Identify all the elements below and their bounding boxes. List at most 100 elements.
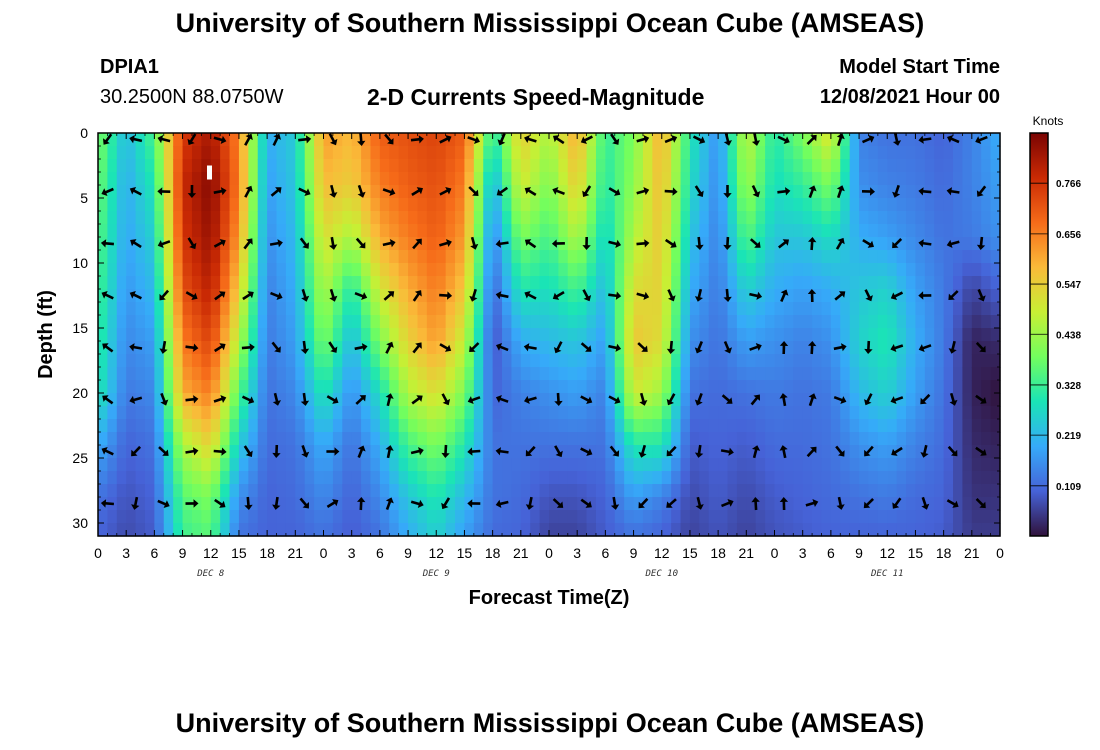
heatmap-cell — [464, 289, 475, 303]
heatmap-cell — [323, 432, 334, 446]
heatmap-cell — [727, 510, 738, 524]
heatmap-cell — [624, 211, 635, 225]
heatmap-cell — [821, 263, 832, 277]
heatmap-cell — [680, 289, 691, 303]
heatmap-cell — [736, 432, 747, 446]
heatmap-cell — [953, 354, 964, 368]
heatmap-cell — [962, 159, 973, 173]
current-arrow — [553, 135, 565, 145]
heatmap-cell — [201, 302, 212, 316]
heatmap-cell — [680, 432, 691, 446]
heatmap-cell — [633, 263, 644, 277]
heatmap-cell — [859, 380, 870, 394]
current-arrow — [749, 238, 761, 248]
heatmap-cell — [736, 354, 747, 368]
heatmap-cell — [332, 380, 343, 394]
heatmap-cell — [812, 185, 823, 199]
heatmap-cell — [389, 133, 400, 147]
heatmap-cell — [464, 211, 475, 225]
heatmap-cell — [520, 380, 531, 394]
heatmap-cell — [699, 523, 710, 537]
current-arrow — [836, 496, 845, 510]
heatmap-cell — [107, 276, 118, 290]
arrow-head — [727, 499, 734, 507]
heatmap-cell — [154, 406, 165, 420]
heatmap-cell — [144, 380, 155, 394]
heatmap-cell — [887, 146, 898, 160]
heatmap-cell — [502, 172, 513, 186]
heatmap-cell — [915, 146, 926, 160]
heatmap-cell — [812, 406, 823, 420]
heatmap-cell — [483, 523, 494, 537]
current-arrow — [608, 291, 622, 300]
heatmap-cell — [267, 367, 278, 381]
heatmap-cell — [295, 328, 306, 342]
heatmap-cell — [436, 393, 447, 407]
heatmap-cell — [107, 172, 118, 186]
heatmap-cell — [558, 133, 569, 147]
heatmap-cell — [614, 198, 625, 212]
heatmap-cell — [154, 523, 165, 537]
heatmap-cell — [361, 523, 372, 537]
heatmap-cell — [586, 432, 597, 446]
heatmap-cell — [201, 458, 212, 472]
heatmap-cell — [708, 185, 719, 199]
arrow-head — [752, 191, 761, 198]
heatmap-cell — [652, 250, 663, 264]
heatmap-cell — [126, 198, 137, 212]
heatmap-cell — [502, 328, 513, 342]
heatmap-cell — [680, 510, 691, 524]
heatmap-cell — [379, 341, 390, 355]
heatmap-cell — [624, 263, 635, 277]
heatmap-cell — [802, 172, 813, 186]
heatmap-cell — [887, 471, 898, 485]
heatmap-cell — [671, 328, 682, 342]
heatmap-cell — [661, 393, 672, 407]
heatmap-cell — [981, 172, 992, 186]
heatmap-cell — [98, 523, 108, 537]
heatmap-cell — [661, 159, 672, 173]
heatmap-cell — [953, 393, 964, 407]
heatmap-cell — [567, 523, 578, 537]
arrow-head — [385, 497, 394, 504]
heatmap-cell — [107, 406, 118, 420]
heatmap-cell — [924, 419, 935, 433]
current-arrow — [157, 187, 171, 196]
heatmap-cell — [98, 159, 108, 173]
heatmap-cell — [906, 224, 917, 238]
heatmap-cell — [332, 458, 343, 472]
heatmap-cell — [154, 445, 165, 459]
heatmap-cell — [755, 146, 766, 160]
heatmap-cell — [577, 159, 588, 173]
y-tick-label: 0 — [80, 125, 88, 141]
heatmap-cell — [577, 328, 588, 342]
heatmap-cell — [680, 354, 691, 368]
heatmap-cell — [220, 419, 231, 433]
heatmap-cell — [248, 484, 259, 498]
heatmap-cell — [285, 263, 296, 277]
heatmap-cell — [642, 406, 653, 420]
heatmap-cell — [859, 172, 870, 186]
heatmap-cell — [361, 380, 372, 394]
heatmap-cell — [445, 510, 456, 524]
heatmap-cell — [182, 484, 193, 498]
heatmap-cell — [595, 484, 606, 498]
heatmap-cell — [426, 276, 437, 290]
heatmap-cell — [661, 133, 672, 147]
colorbar-tick-label: 0.547 — [1056, 280, 1081, 291]
heatmap-cell — [849, 445, 860, 459]
current-arrow — [864, 445, 874, 457]
heatmap-cell — [680, 146, 691, 160]
heatmap-cell — [210, 328, 221, 342]
heatmap-cell — [257, 211, 268, 225]
arrow-head — [582, 245, 591, 250]
heatmap-cell — [990, 146, 1001, 160]
current-arrow — [298, 187, 311, 196]
current-arrow — [329, 288, 338, 302]
heatmap-cell — [699, 172, 710, 186]
arrow-head — [357, 140, 366, 146]
current-arrow — [524, 239, 537, 249]
heatmap-cell — [633, 211, 644, 225]
heatmap-cell — [567, 484, 578, 498]
heatmap-cell — [981, 354, 992, 368]
